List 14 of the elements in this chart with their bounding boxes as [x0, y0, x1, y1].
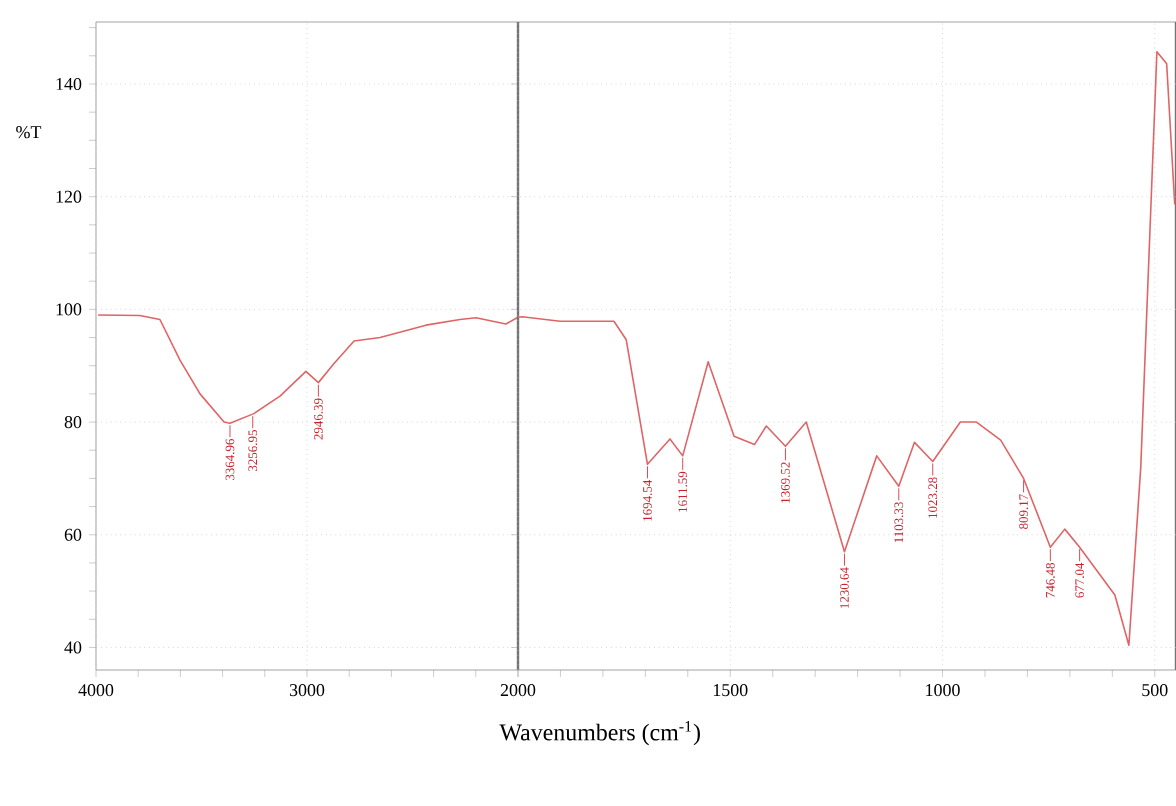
y-tick-label: 40 — [64, 641, 82, 654]
x-tick-label: 500 — [1142, 684, 1168, 697]
y-axis-title: %T — [16, 126, 42, 139]
x-axis-title: Wavenumbers (cm$^{-1}$) — [499, 721, 700, 746]
y-tick-label: 100 — [56, 303, 82, 316]
x-tick-label: 1000 — [926, 684, 960, 697]
y-tick-label: 120 — [56, 190, 82, 203]
x-tick-label: 3000 — [289, 684, 325, 697]
y-tick-label: 60 — [64, 528, 82, 541]
y-tick-label: 80 — [64, 416, 82, 429]
x-tick-label: 1500 — [713, 684, 748, 697]
x-tick-label: 4000 — [78, 684, 114, 697]
x-tick-label: 2000 — [500, 684, 536, 697]
y-tick-label: 140 — [56, 77, 82, 91]
